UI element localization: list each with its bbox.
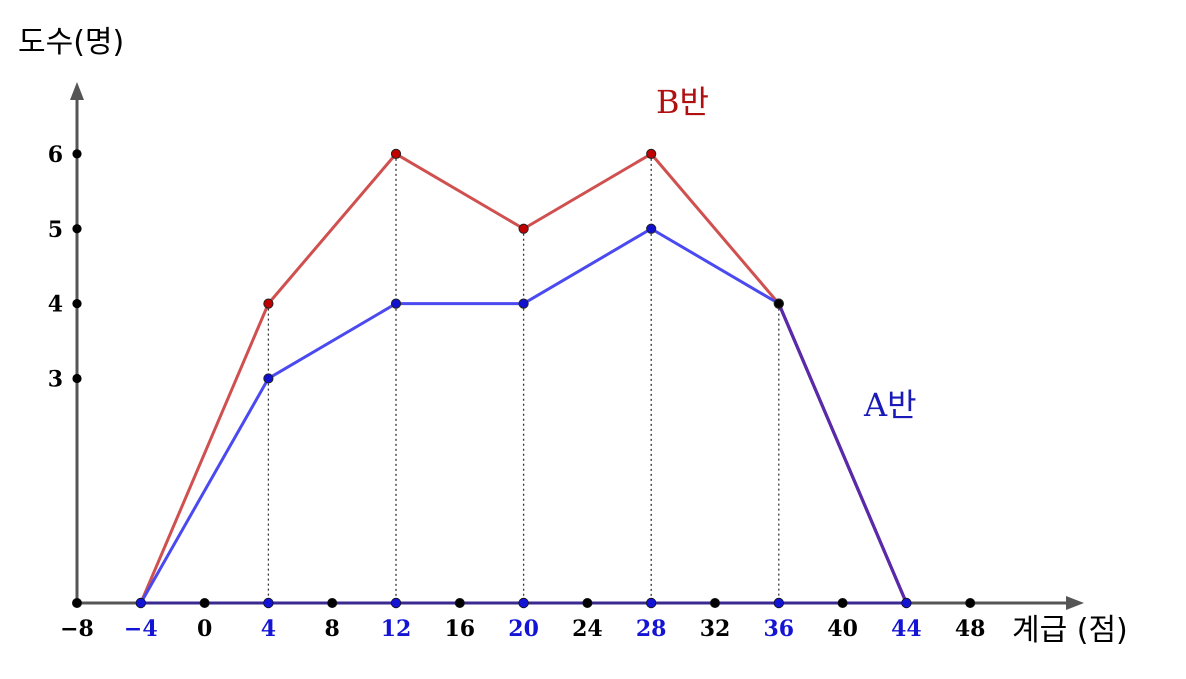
x-tick-label: 44 [891,616,922,642]
x-tick-label: 32 [700,616,731,642]
data-point-b [518,223,529,234]
x-axis-arrow-icon [1066,596,1084,610]
x-tick-dot [773,597,785,609]
series-label-a: A반 [863,386,917,424]
y-tick-dot [72,149,82,159]
x-tick-dot [199,598,210,609]
x-tick-label: 24 [572,616,603,642]
overlap-segment [777,302,908,604]
data-point-a [646,223,657,234]
y-axis-arrow-icon [70,82,84,100]
x-tick-dot [710,598,721,609]
y-tick-label: 4 [48,292,63,318]
x-tick-dot [390,597,402,609]
y-tick-dot [72,373,82,384]
x-tick-label: 36 [763,616,794,642]
x-tick-dot [72,598,83,609]
x-tick-label: −8 [60,616,94,642]
data-point-b [390,148,402,159]
x-tick-dot [327,598,338,609]
x-tick-dot [965,598,976,609]
y-tick-dot [72,299,82,309]
x-tick-label: 16 [444,616,475,642]
x-tick-label: 20 [508,616,539,642]
series-label-b: B반 [656,83,709,121]
x-tick-dot [454,598,465,609]
x-tick-label: 28 [636,616,667,642]
x-tick-label: 0 [197,616,212,642]
axes [70,82,1084,610]
data-point-b [263,298,274,309]
y-axis-title: 도수(명) [18,25,124,60]
y-tick-label: 6 [48,142,63,168]
dotted-guide-lines [267,153,780,603]
x-tick-dot [837,598,848,609]
data-point-a [518,298,529,309]
data-point-a [390,298,402,309]
x-tick-label: 12 [381,616,412,642]
x-tick-label: 4 [261,616,276,642]
x-tick-dot [582,598,593,609]
x-axis-title: 계급 (점) [1012,613,1128,648]
x-tick-label: −4 [124,616,158,642]
y-tick-label: 5 [48,217,63,243]
data-point-a [263,373,274,384]
x-tick-label: 8 [325,616,340,642]
x-tick-dot [646,597,657,609]
x-tick-dot [263,597,274,609]
x-tick-label: 48 [955,616,986,642]
x-tick-dot [901,597,912,609]
data-point-b [646,148,657,159]
x-tick-dot [518,597,529,609]
data-point-a [773,298,784,309]
x-tick-label: 40 [827,616,858,642]
y-tick-label: 3 [48,366,63,392]
y-tick-dot [72,224,82,234]
x-tick-dot [135,597,147,609]
